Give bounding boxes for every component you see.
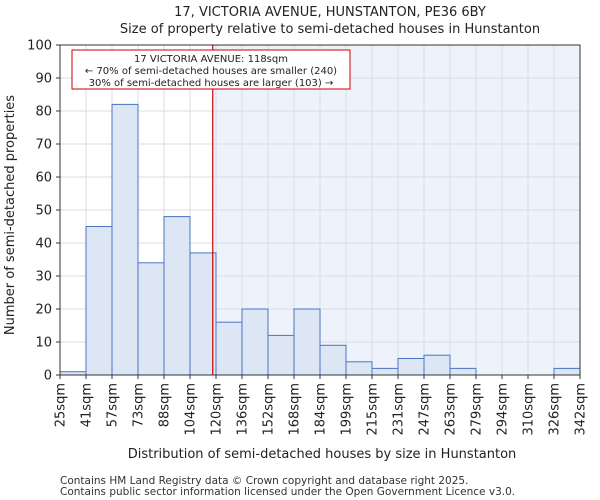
- annotation-line1: 17 VICTORIA AVENUE: 118sqm: [134, 54, 288, 65]
- x-tick-label: 57sqm: [106, 383, 121, 427]
- x-tick-label: 263sqm: [444, 383, 459, 436]
- bar-41sqm: [85, 226, 113, 376]
- bar-326sqm: [553, 367, 581, 376]
- y-tick-label: 10: [35, 336, 52, 351]
- bar-184sqm: [319, 344, 347, 376]
- bar-168sqm: [293, 308, 321, 376]
- x-tick-label: 41sqm: [80, 383, 95, 427]
- y-tick-label: 90: [35, 72, 52, 87]
- y-tick-label: 0: [44, 369, 52, 384]
- x-tick-label: 279sqm: [470, 383, 485, 436]
- footer-licence: Contains public sector information licen…: [60, 486, 515, 498]
- x-tick-label: 25sqm: [54, 383, 69, 427]
- x-axis-label: Distribution of semi-detached houses by …: [128, 447, 517, 462]
- y-tick-label: 60: [35, 171, 52, 186]
- bar-104sqm: [189, 252, 217, 376]
- chart-title-line2: Size of property relative to semi-detach…: [120, 22, 540, 37]
- y-tick-label: 30: [35, 270, 52, 285]
- bar-136sqm: [241, 308, 269, 376]
- bar-88sqm: [163, 216, 191, 376]
- x-tick-label: 326sqm: [548, 383, 563, 436]
- y-tick-label: 70: [35, 138, 52, 153]
- x-tick-label: 104sqm: [184, 383, 199, 436]
- y-axis-label: Number of semi-detached properties: [3, 95, 18, 335]
- x-tick-label: 152sqm: [262, 383, 277, 436]
- x-tick-label: 73sqm: [132, 383, 147, 427]
- x-tick-label: 215sqm: [366, 383, 381, 436]
- y-axis-ticks: 0 10 20 30 40 50 60 70 80 90 100: [27, 39, 60, 384]
- bar-263sqm: [449, 367, 477, 376]
- x-tick-label: 168sqm: [288, 383, 303, 436]
- x-tick-label: 199sqm: [340, 383, 355, 436]
- x-tick-label: 310sqm: [522, 383, 537, 436]
- x-tick-label: 247sqm: [418, 383, 433, 436]
- bar-152sqm: [267, 334, 295, 376]
- bar-120sqm: [215, 321, 243, 376]
- y-tick-label: 80: [35, 105, 52, 120]
- x-tick-label: 184sqm: [314, 383, 329, 436]
- footer-copyright: Contains HM Land Registry data © Crown c…: [60, 475, 468, 487]
- y-tick-label: 40: [35, 237, 52, 252]
- x-tick-label: 136sqm: [236, 383, 251, 436]
- x-axis-ticks: 25sqm 41sqm 57sqm 73sqm 88sqm 104sqm 120sqm 136…: [54, 375, 589, 436]
- x-tick-label: 342sqm: [574, 383, 589, 436]
- x-tick-label: 294sqm: [496, 383, 511, 436]
- bar-231sqm: [397, 358, 425, 376]
- bars: [59, 103, 581, 376]
- bar-57sqm: [111, 103, 139, 376]
- annotation-box: [71, 49, 351, 90]
- annotation-line3: 30% of semi-detached houses are larger (…: [89, 78, 334, 89]
- x-tick-label: 120sqm: [210, 383, 225, 436]
- bar-247sqm: [423, 354, 451, 376]
- bar-215sqm: [371, 367, 399, 376]
- y-tick-label: 50: [35, 204, 52, 219]
- chart-title-line1: 17, VICTORIA AVENUE, HUNSTANTON, PE36 6B…: [174, 5, 486, 20]
- annotation-line2: ← 70% of semi-detached houses are smalle…: [85, 66, 337, 77]
- x-tick-label: 231sqm: [392, 383, 407, 436]
- y-tick-label: 20: [35, 303, 52, 318]
- y-tick-label: 100: [27, 39, 52, 54]
- x-tick-label: 88sqm: [158, 383, 173, 427]
- bar-73sqm: [137, 262, 165, 376]
- bar-199sqm: [345, 361, 373, 376]
